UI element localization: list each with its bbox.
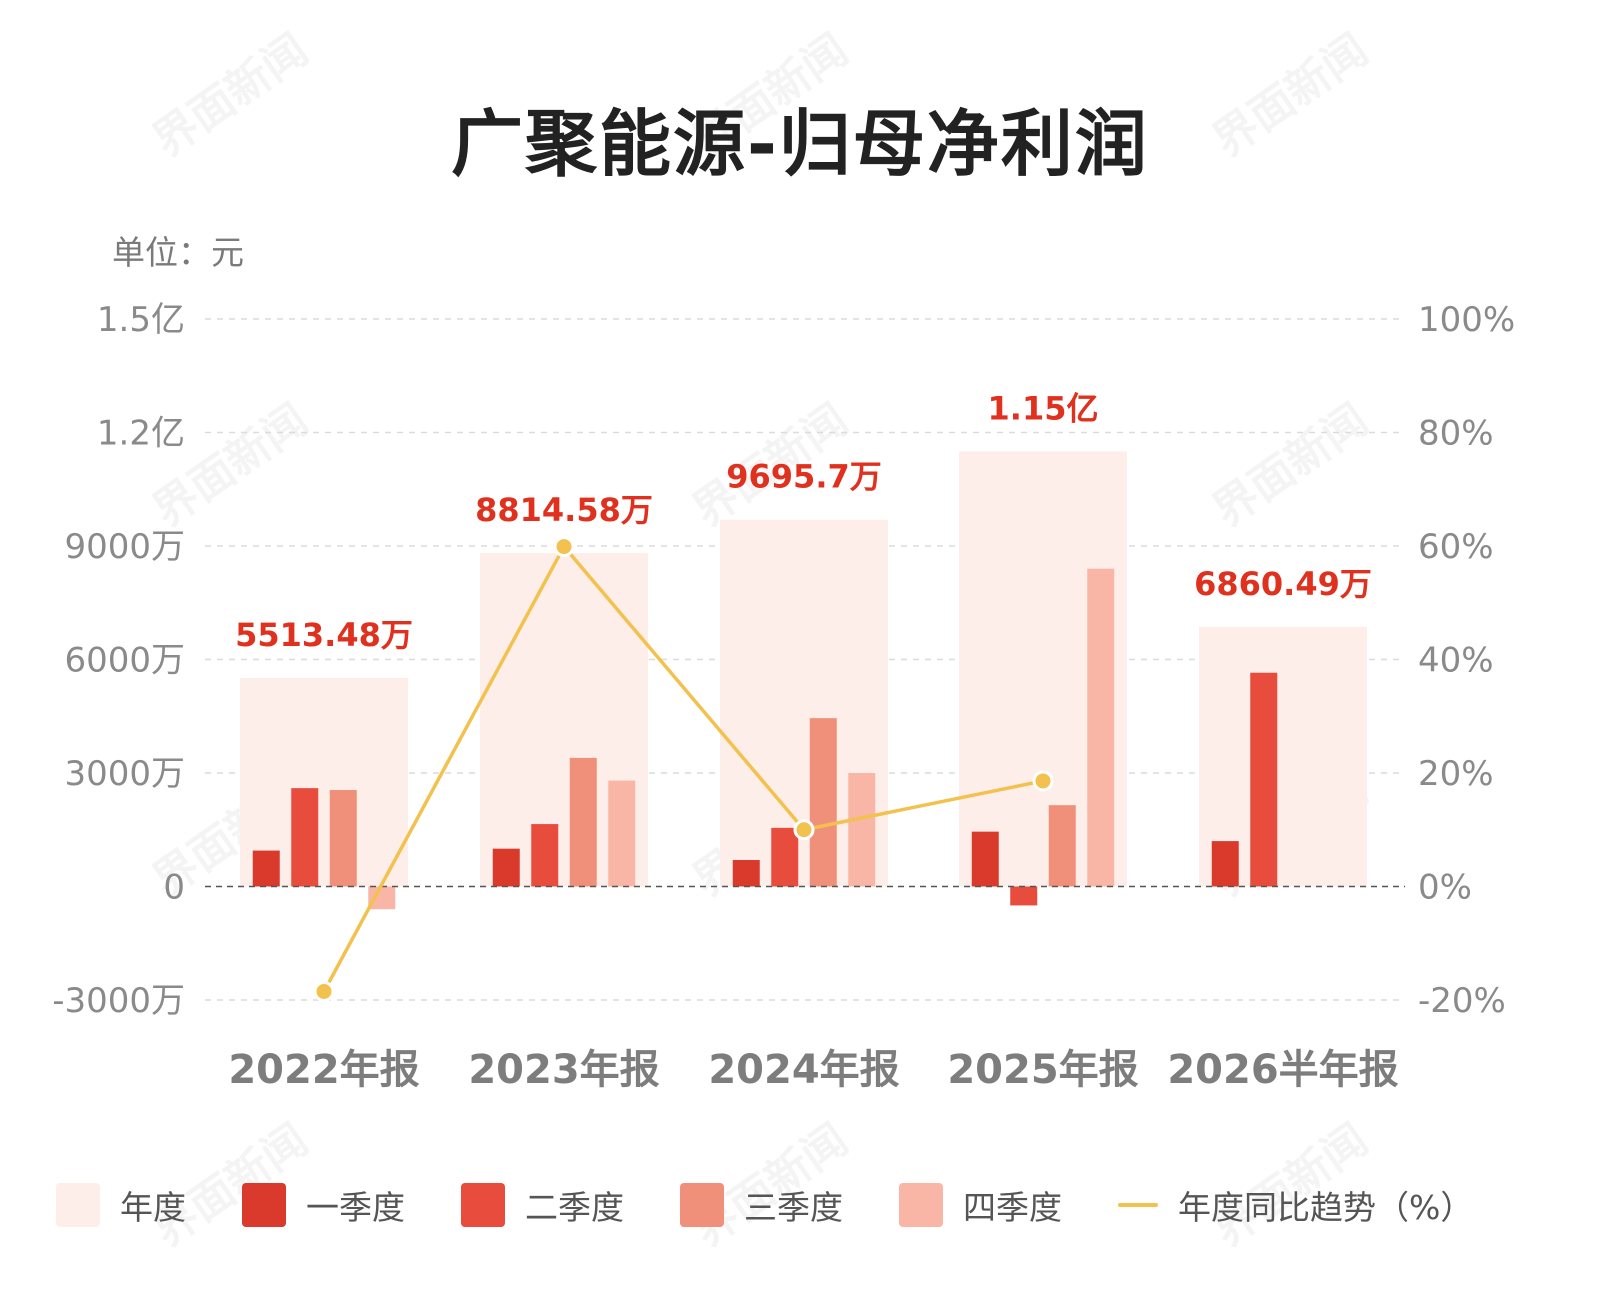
legend-color-swatch — [56, 1183, 100, 1227]
y-right-tick-label: 0% — [1418, 868, 1472, 908]
legend-item-annual: 年度 — [56, 1181, 186, 1229]
y-left-tick-label: 1.2亿 — [97, 414, 185, 454]
legend-label: 一季度 — [306, 1188, 405, 1227]
y-right-tick-label: -20% — [1418, 981, 1506, 1021]
annual-total-label: 1.15亿 — [988, 389, 1099, 427]
bar-q1 — [252, 850, 280, 887]
trend-point — [313, 980, 335, 1002]
legend-item-q4: 四季度 — [899, 1181, 1062, 1229]
y-right-tick-label: 100% — [1418, 300, 1515, 340]
y-left-tick-label: 9000万 — [64, 527, 185, 567]
bar-q2 — [291, 788, 319, 887]
legend-label: 三季度 — [744, 1188, 843, 1227]
bar-q1 — [732, 860, 760, 887]
bar-q3 — [809, 718, 837, 887]
bar-q2 — [771, 827, 799, 887]
trend-line-layer — [313, 536, 1054, 1002]
x-category-label: 2024年报 — [708, 1047, 899, 1093]
legend-color-swatch — [461, 1183, 505, 1227]
legend-color-swatch — [680, 1183, 724, 1227]
bar-q4 — [368, 886, 396, 910]
x-category-label: 2025年报 — [947, 1047, 1138, 1093]
legend-color-swatch — [899, 1183, 943, 1227]
bar-q3 — [1048, 805, 1076, 887]
legend-label: 四季度 — [963, 1188, 1062, 1227]
bar-q2 — [1010, 886, 1038, 906]
bar-q4 — [1087, 568, 1115, 887]
bar-q1 — [1211, 841, 1239, 887]
y-right-tick-label: 20% — [1418, 754, 1494, 794]
annual-total-label: 9695.7万 — [726, 458, 882, 496]
trend-point — [793, 819, 815, 841]
quarter-bars — [252, 568, 1278, 910]
bar-q2 — [1250, 672, 1278, 887]
grid-layer: -3000万 0 3000万 6000万 9000万 1.2亿 1.5亿 -20% 0% 20% 4… — [52, 300, 1515, 1021]
annual-total-label: 5513.48万 — [235, 616, 413, 654]
annual-total-label: 6860.49万 — [1194, 565, 1372, 603]
label-layer: 5513.48万 8814.58万 9695.7万 1.15亿 6860.49万 2022… — [228, 389, 1398, 1093]
trend-point — [553, 536, 575, 558]
legend-item-q1: 一季度 — [242, 1181, 405, 1229]
bar-q1 — [971, 831, 999, 887]
y-left-tick-label: 3000万 — [64, 754, 185, 794]
legend-item-q3: 三季度 — [680, 1181, 843, 1229]
legend-color-swatch — [242, 1183, 286, 1227]
x-category-label: 2022年报 — [228, 1047, 419, 1093]
y-left-tick-label: 1.5亿 — [97, 300, 185, 340]
unit-label: 单位：元 — [112, 233, 244, 272]
y-right-tick-label: 40% — [1418, 641, 1494, 681]
bar-q4 — [848, 773, 876, 887]
y-left-tick-label: 0 — [163, 868, 185, 908]
chart-title: 广聚能源-归母净利润 — [451, 102, 1149, 186]
legend-label: 二季度 — [525, 1188, 624, 1227]
bar-q3 — [329, 790, 357, 887]
x-category-label: 2023年报 — [468, 1047, 659, 1093]
legend-item-q2: 二季度 — [461, 1181, 624, 1229]
annual-total-label: 8814.58万 — [475, 491, 653, 529]
bar-q3 — [569, 757, 597, 887]
x-category-label: 2026半年报 — [1167, 1047, 1398, 1093]
bar-q2 — [531, 824, 559, 887]
y-left-tick-label: 6000万 — [64, 641, 185, 681]
legend: 年度 一季度 二季度 三季度 四季度 年度同比趋势（%） — [56, 1180, 1529, 1230]
trend-line — [322, 544, 1044, 993]
bar-q4 — [608, 780, 636, 887]
bar-q1 — [492, 848, 520, 887]
legend-label: 年度 — [120, 1188, 186, 1227]
y-right-tick-label: 60% — [1418, 527, 1494, 567]
legend-item-trend: 年度同比趋势（%） — [1118, 1181, 1473, 1229]
legend-label: 年度同比趋势（%） — [1178, 1188, 1474, 1227]
trend-point — [1032, 770, 1054, 792]
legend-line-swatch — [1118, 1203, 1158, 1207]
y-right-tick-label: 80% — [1418, 414, 1494, 454]
y-left-tick-label: -3000万 — [52, 981, 185, 1021]
